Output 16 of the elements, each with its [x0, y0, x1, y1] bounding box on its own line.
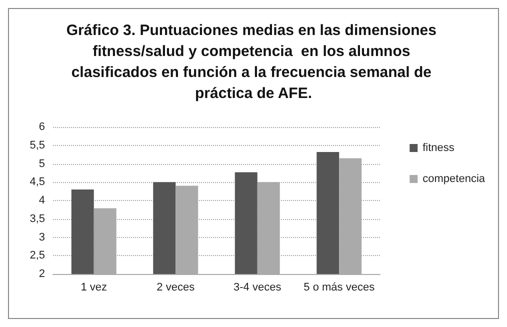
- x-tick-label: 5 o más veces: [304, 282, 376, 294]
- y-tick-label: 6: [38, 121, 45, 133]
- y-tick-label: 5: [38, 158, 45, 170]
- y-tick-label: 2: [38, 268, 45, 280]
- x-tick-label: 1 vez: [80, 282, 108, 294]
- y-tick-label: 3: [38, 231, 45, 244]
- legend-label: fitness: [422, 142, 455, 154]
- legend-label: competencia: [422, 173, 486, 185]
- y-tick-label: 4: [38, 194, 45, 206]
- chart-title: Gráfico 3. Puntuaciones medias en las dimensiones fitness/salud y competencia en los alumnos clasificados en función a la frecuencia semanal de práctica de AFE.: [66, 22, 441, 102]
- y-tick-label: 2,5: [30, 250, 45, 262]
- y-tick-label: 5,5: [30, 139, 45, 152]
- x-tick-label: 2 veces: [156, 282, 196, 294]
- y-tick-label: 4,5: [30, 176, 45, 188]
- y-tick-label: 3,5: [30, 212, 45, 225]
- x-tick-label: 3-4 veces: [234, 282, 282, 294]
